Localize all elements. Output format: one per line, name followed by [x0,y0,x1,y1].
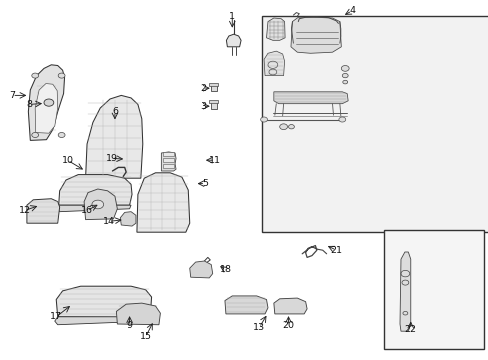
Circle shape [279,124,287,130]
Text: 17: 17 [50,312,62,321]
Circle shape [32,132,39,138]
Bar [261,16,488,232]
Text: 4: 4 [348,6,354,15]
Bar [209,100,218,103]
Polygon shape [116,303,160,325]
Text: 10: 10 [61,156,73,165]
Polygon shape [189,261,212,278]
Circle shape [260,117,267,122]
Polygon shape [56,286,151,318]
Circle shape [342,73,347,78]
Text: 22: 22 [404,325,416,334]
Text: 6: 6 [112,107,118,116]
Text: 11: 11 [209,156,221,165]
Circle shape [58,132,65,138]
Polygon shape [226,34,241,47]
Polygon shape [27,199,60,223]
Text: 13: 13 [253,323,264,332]
Circle shape [32,73,39,78]
Text: 18: 18 [220,266,231,274]
Circle shape [338,117,345,122]
Text: 5: 5 [202,179,208,188]
Polygon shape [224,296,267,314]
Polygon shape [273,92,347,104]
Polygon shape [35,84,58,133]
Bar [383,230,483,349]
Bar [163,158,173,162]
Text: 16: 16 [81,206,93,215]
Text: 15: 15 [140,332,151,341]
Circle shape [341,66,348,71]
Polygon shape [85,95,142,178]
Polygon shape [55,317,151,325]
Text: 19: 19 [105,154,117,163]
Circle shape [58,73,65,78]
Text: 14: 14 [102,217,114,226]
Text: 2: 2 [200,84,205,93]
Bar [163,152,173,156]
Bar [163,164,173,168]
Polygon shape [137,173,189,232]
Text: 3: 3 [200,102,205,111]
Circle shape [92,200,103,209]
Circle shape [44,99,54,106]
Polygon shape [266,18,285,40]
Polygon shape [84,189,117,220]
Polygon shape [399,252,410,331]
Text: 12: 12 [19,206,30,215]
Text: 20: 20 [282,321,294,330]
Polygon shape [58,205,131,212]
Polygon shape [59,175,132,205]
Text: 9: 9 [126,321,132,330]
Polygon shape [28,65,64,140]
Text: 7: 7 [9,91,15,100]
Polygon shape [290,17,341,53]
Circle shape [288,125,294,129]
Bar [209,83,218,86]
Circle shape [342,80,347,84]
Polygon shape [120,212,136,226]
Text: 8: 8 [26,100,32,109]
Polygon shape [264,51,284,76]
Bar [211,101,217,109]
Polygon shape [273,298,306,314]
Polygon shape [161,152,176,171]
Text: 21: 21 [330,246,342,255]
Text: 1: 1 [229,12,235,21]
Bar [211,84,217,91]
